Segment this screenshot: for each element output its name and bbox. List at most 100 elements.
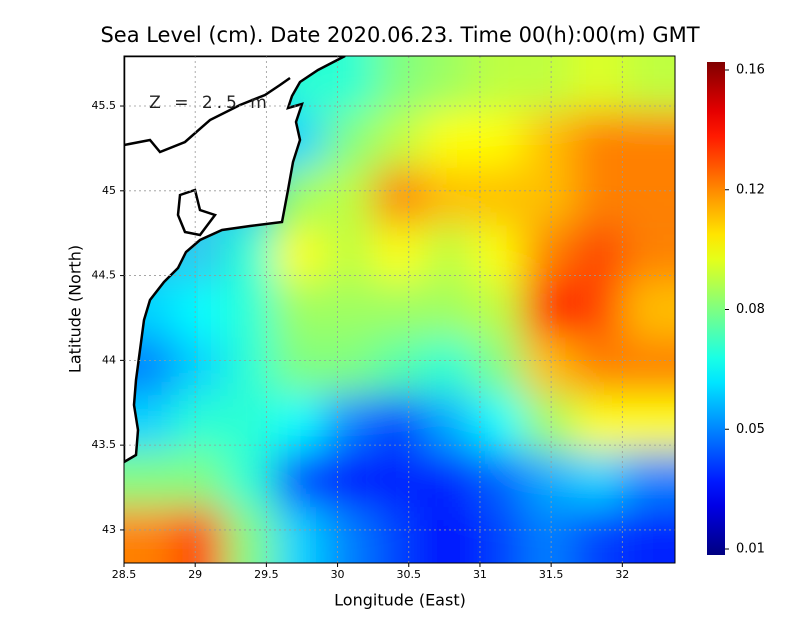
heat-cell [124, 507, 176, 563]
y-tick-label: 43.5 [92, 438, 117, 451]
heat-cell [124, 395, 176, 453]
x-tick-label: 29 [188, 568, 202, 581]
heat-cell [623, 111, 675, 169]
heat-cell [373, 395, 425, 453]
heat-cell [423, 167, 475, 225]
heat-cell [573, 395, 625, 453]
heat-cell [423, 225, 475, 283]
heat-cell [224, 395, 276, 453]
x-tick-label: 31.5 [539, 568, 564, 581]
x-tick-label: 31 [473, 568, 487, 581]
heat-cell [324, 507, 375, 563]
heat-cell [274, 225, 326, 283]
heat-cell [224, 281, 276, 339]
heat-cell [573, 225, 625, 283]
lake [176, 188, 218, 237]
heat-cell [523, 111, 575, 169]
heat-cell [523, 395, 575, 453]
colorbar-tick-label: 0.16 [736, 63, 765, 78]
heat-cell [623, 395, 675, 453]
heat-cell [623, 451, 675, 509]
chart-title: Sea Level (cm). Date 2020.06.23. Time 00… [100, 23, 699, 47]
heat-cell [224, 337, 276, 395]
heat-cell [423, 451, 475, 509]
heat-cell [373, 167, 425, 225]
heat-cell [174, 451, 226, 509]
field [124, 56, 675, 563]
heat-cell [324, 451, 375, 509]
colorbar-tick-label: 0.05 [736, 422, 765, 437]
heat-cell [523, 337, 575, 395]
heat-cell [523, 281, 575, 339]
heat-cell [573, 337, 625, 395]
heat-cell [324, 56, 375, 113]
heat-cell [573, 56, 625, 113]
heat-cell [623, 56, 675, 113]
colorbar-tick-label: 0.12 [736, 182, 765, 197]
heat-cell [224, 451, 276, 509]
x-tick-label: 28.5 [112, 568, 137, 581]
heat-cell [373, 111, 425, 169]
heat-cell [423, 281, 475, 339]
heat-cell [623, 281, 675, 339]
plot-frame [123, 55, 676, 564]
heat-cell [174, 395, 226, 453]
heat-cell [174, 281, 226, 339]
heat-cell [174, 507, 226, 563]
heat-cell [373, 451, 425, 509]
heat-cell [473, 225, 525, 283]
heat-cell [274, 451, 326, 509]
heat-cell [373, 281, 425, 339]
heat-cell [174, 337, 226, 395]
heat-cell [473, 111, 525, 169]
heat-cell [473, 337, 525, 395]
heat-cell [523, 56, 575, 113]
heat-cell [324, 281, 375, 339]
heat-cell [623, 225, 675, 283]
heat-cell [423, 111, 475, 169]
colorbar-tick-label: 0.01 [736, 542, 765, 557]
heat-cell [274, 395, 326, 453]
heat-cell [523, 507, 575, 563]
cells [124, 56, 675, 563]
heat-cell [324, 395, 375, 453]
heat-cell [324, 225, 375, 283]
annotation: Z = 2.5 m [149, 93, 271, 113]
x-tick-label: 30 [331, 568, 345, 581]
heat-cell [373, 337, 425, 395]
heat-cell [573, 451, 625, 509]
heat-cell [274, 281, 326, 339]
heat-cell [224, 225, 276, 283]
x-tick-label: 32 [615, 568, 629, 581]
heat-cell [423, 507, 475, 563]
heat-cell [473, 451, 525, 509]
heat-cell [473, 167, 525, 225]
colorbar-tick-label: 0.08 [736, 302, 765, 317]
x-tick-label: 29.5 [254, 568, 279, 581]
heat-cell [274, 507, 326, 563]
heat-cell [423, 337, 475, 395]
heat-cell [124, 451, 176, 509]
x-tick-label: 30.5 [397, 568, 422, 581]
heat-cell [423, 395, 475, 453]
heat-cell [573, 507, 625, 563]
heat-cell [473, 395, 525, 453]
x-axis-label: Longitude (East) [334, 591, 466, 610]
heat-cell [623, 507, 675, 563]
y-tick-label: 45 [102, 184, 116, 197]
y-tick-label: 44 [102, 353, 116, 366]
heat-cell [473, 507, 525, 563]
y-tick-label: 44.5 [92, 269, 117, 282]
heat-cell [324, 337, 375, 395]
heat-cell [373, 507, 425, 563]
heat-cell [473, 56, 525, 113]
heat-cell [573, 111, 625, 169]
heat-cell [523, 167, 575, 225]
heat-cell [473, 281, 525, 339]
heat-cell [623, 167, 675, 225]
heat-cell [573, 281, 625, 339]
heat-cell [523, 225, 575, 283]
heat-cell [324, 111, 375, 169]
heat-cell [274, 337, 326, 395]
